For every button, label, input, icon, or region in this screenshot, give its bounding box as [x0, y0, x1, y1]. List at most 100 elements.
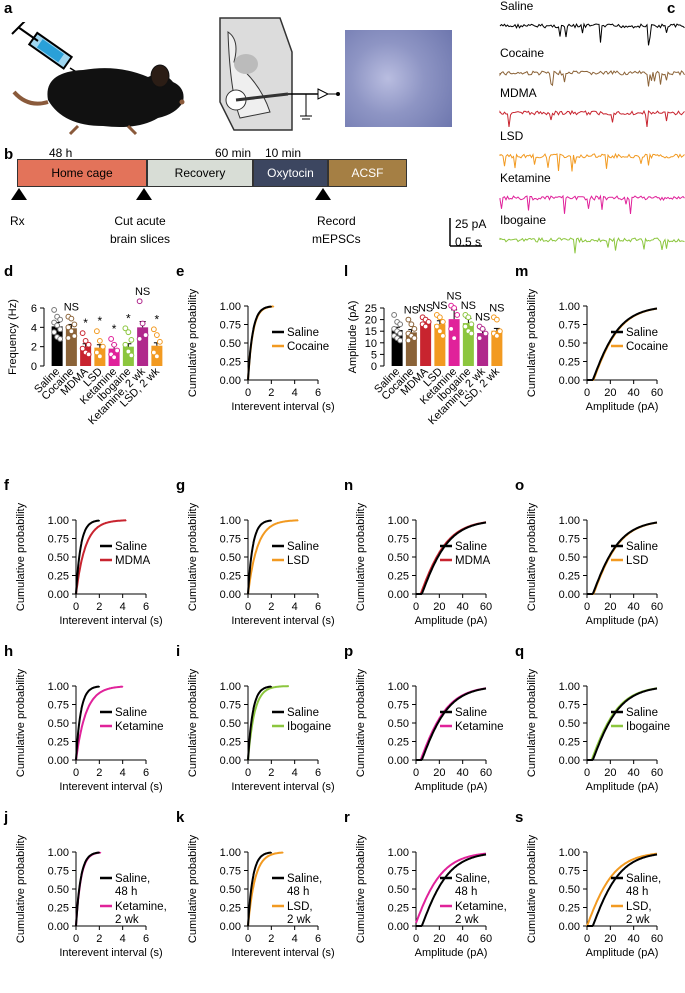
panel-label: j [3, 809, 8, 826]
panel-label: h [4, 643, 13, 660]
x-tick-label: 40 [628, 387, 640, 399]
data-point [114, 347, 121, 354]
x-tick-label: 20 [604, 387, 616, 399]
y-tick-label: 1.00 [220, 301, 241, 313]
event-triangle-icon [315, 188, 331, 200]
panel-label: l [344, 263, 348, 280]
data-point [111, 354, 118, 361]
data-point [433, 323, 440, 330]
x-tick-label: 60 [651, 933, 663, 945]
cdf-line [247, 519, 299, 595]
data-point [448, 325, 455, 332]
x-tick-label: 0 [73, 767, 79, 779]
y-tick-label: 0.75 [388, 534, 409, 546]
data-point [79, 330, 86, 337]
cdf-line [586, 852, 658, 927]
y-tick-label: 0.25 [559, 737, 580, 749]
x-axis-label: Amplitude (pA) [586, 615, 659, 627]
legend-label: LSD [287, 555, 309, 567]
x-tick-label: 40 [457, 767, 469, 779]
x-tick-label: 6 [315, 767, 321, 779]
cdf-chart-m: m 0.00 0.25 0.50 0.75 1.00 0 20 40 60 Cumulative p… [515, 263, 668, 413]
panel-label: i [176, 643, 180, 660]
y-axis-label: Cumulative probability [526, 288, 538, 397]
legend-label: Saline [455, 541, 487, 553]
panel-label: m [515, 263, 528, 280]
legend-label: Ketamine, [455, 901, 507, 913]
x-tick-label: 0 [73, 601, 79, 613]
y-tick-label: 0.25 [48, 903, 69, 915]
y-axis-label: Cumulative probability [187, 288, 199, 397]
y-axis-label: Cumulative probability [526, 668, 538, 777]
legend-label: Ketamine [455, 721, 504, 733]
y-tick-label: 25 [365, 303, 377, 315]
cdf-line [415, 852, 487, 924]
scale-label-current: 25 pA [455, 217, 487, 231]
y-tick-label: 0.25 [559, 571, 580, 583]
significance-label: * [112, 322, 117, 336]
bar [477, 333, 489, 366]
cdf-chart-e: e 0.00 0.25 0.50 0.75 1.00 0 2 4 6 Cumulative prob… [176, 263, 335, 413]
y-tick-label: 0.75 [559, 534, 580, 546]
y-axis-label: Frequency (Hz) [7, 299, 19, 375]
data-point [54, 322, 61, 329]
panel-label-a: a [4, 0, 13, 17]
legend-label: Saline, [287, 873, 322, 885]
bar [434, 324, 446, 366]
cdf-line [75, 851, 101, 927]
cdf-line [416, 521, 487, 595]
y-tick-label: 0.00 [388, 755, 409, 767]
x-tick-label: 4 [292, 767, 298, 779]
data-point [397, 330, 404, 337]
x-tick-label: 6 [143, 933, 149, 945]
y-tick-label: 0.25 [388, 571, 409, 583]
legend-label: 2 wk [287, 914, 311, 926]
cdf-line [247, 305, 273, 381]
legend-label: LSD, [287, 901, 313, 913]
event-triangle-icon [136, 188, 152, 200]
legend-label: Saline [455, 707, 487, 719]
legend-label: 48 h [626, 886, 648, 898]
legend-label: Saline [115, 541, 147, 553]
data-point [71, 321, 78, 328]
bar [420, 322, 432, 366]
data-point [122, 341, 129, 348]
data-point [479, 325, 486, 332]
data-point [85, 341, 92, 348]
y-tick-label: 1.00 [388, 681, 409, 693]
y-tick-label: 0.50 [559, 884, 580, 896]
data-point [468, 321, 475, 328]
data-point [71, 333, 78, 339]
legend-label: Cocaine [287, 341, 329, 353]
x-tick-label: 4 [120, 601, 126, 613]
cdf-chart-r: r 0.00 0.25 0.50 0.75 1.00 0 20 40 60 Cumulative p… [344, 809, 507, 959]
cdf-line [587, 687, 658, 761]
data-point [51, 307, 58, 313]
data-point [451, 335, 458, 342]
data-point [408, 321, 415, 328]
cdf-line [247, 851, 273, 927]
y-tick-label: 0.75 [48, 534, 69, 546]
data-point [96, 337, 103, 344]
y-tick-label: 0.00 [388, 589, 409, 601]
legend-label: LSD [626, 555, 648, 567]
legend-label: Ibogaine [626, 721, 670, 733]
data-point [65, 324, 72, 331]
x-tick-label: 0 [584, 933, 590, 945]
significance-label: NS [64, 302, 79, 314]
y-tick-label: 0.00 [48, 589, 69, 601]
data-point [468, 330, 475, 337]
data-point [128, 337, 135, 343]
y-tick-label: 1.00 [48, 681, 69, 693]
panel-label: n [344, 477, 353, 494]
x-tick-label: 0 [584, 387, 590, 399]
cdf-chart-j: j 0.00 0.25 0.50 0.75 1.00 0 2 4 6 Cumulative prob… [3, 809, 167, 959]
cdf-line [75, 519, 127, 595]
data-point [96, 353, 103, 360]
y-axis-label: Cumulative probability [187, 668, 199, 777]
panel-label-c: c [667, 0, 676, 17]
y-tick-label: 20 [365, 315, 377, 327]
data-point [125, 329, 132, 336]
cdf-chart-s: s 0.00 0.25 0.50 0.75 1.00 0 20 40 60 Cumulative p… [515, 809, 663, 959]
y-tick-label: 1.00 [559, 301, 580, 313]
